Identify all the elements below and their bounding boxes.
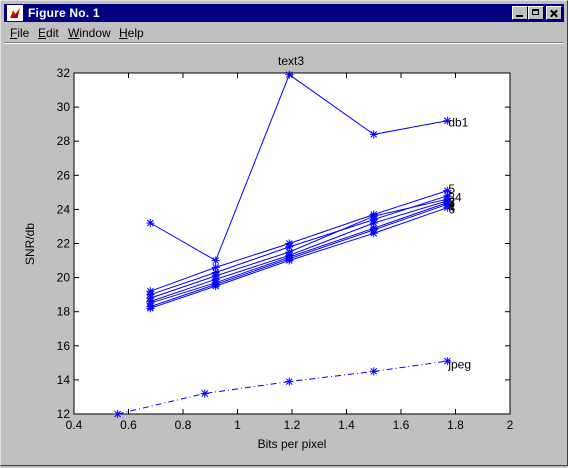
menu-window[interactable]: Window [68,25,111,41]
series-label-jpeg: jpeg [447,358,471,372]
marker-stroke [443,117,451,125]
data-point-db1 [285,70,294,79]
menu-help-mnemonic: H [119,26,128,40]
marker-stroke [285,257,293,264]
series-label-4: 4 [448,201,455,215]
series-label-db1: db1 [448,115,468,129]
marker-stroke [443,357,451,365]
y-tick-label: 24 [57,202,71,216]
marker-stroke [370,131,378,138]
menu-window-mnemonic: W [68,26,80,40]
marker-stroke [370,212,378,220]
series-label-3: 3 [448,196,455,210]
data-point-db1 [211,256,220,265]
marker-stroke [146,304,154,312]
data-point-1 [443,203,452,212]
series-label-34: 34 [448,190,462,204]
data-point-jpeg [369,367,378,376]
x-tick-label: 1.2 [284,418,301,432]
marker-stroke [285,243,293,251]
maximize-button[interactable] [528,6,544,20]
x-axis: 0.4 0.6 0.8 1 1.2 1.4 1.6 1.8 2 [66,73,514,432]
x-tick-label: 0.8 [175,418,192,432]
x-tick-label: 0.6 [120,418,137,432]
x-tick-label: 2 [507,418,514,432]
menu-window-label: indow [79,26,111,40]
marker-stroke [285,378,293,385]
data-point-1 [146,304,155,313]
marker-stroke [443,187,451,194]
marker-stroke [370,219,378,227]
menu-file-mnemonic: F [10,26,18,40]
data-point-1 [369,229,378,238]
data-point-db1 [443,116,452,125]
data-point-jpeg [113,410,122,418]
window-title: Figure No. 1 [28,6,100,20]
menu-file[interactable]: File [10,25,29,41]
marker-stroke [443,204,451,212]
marker-stroke [370,368,378,375]
matlab-logo-icon[interactable] [7,5,23,21]
marker-stroke [146,219,154,227]
series-label-6: 6 [448,202,455,216]
y-tick-label: 26 [57,168,71,182]
y-tick-label: 28 [57,134,71,148]
y-tick-label: 22 [57,237,71,251]
menu-separator [4,42,564,44]
x-tick-label: 1.6 [393,418,410,432]
data-point-db1 [146,219,155,228]
figure-area: text3 0.4 0.6 0.8 1 1.2 1.4 1.6 1.8 2 12 14 16 18 20… [4,45,564,463]
y-tick-label: 16 [57,339,71,353]
data-point-1 [211,282,220,291]
x-tick-label: 1 [234,418,241,432]
x-axis-label: Bits per pixel [258,437,327,451]
data-point-1 [285,256,294,265]
y-tick-label: 32 [57,66,71,80]
menu-edit-label: dit [46,26,59,40]
y-tick-label: 20 [57,271,71,285]
chart-title: text3 [278,54,304,68]
data-point-jpeg [285,377,294,386]
marker-stroke [201,390,209,397]
x-tick-label: 0.4 [66,418,83,432]
series-label-2: 2 [448,196,455,210]
y-tick-label: 12 [57,407,71,421]
data-point-jpeg [443,357,452,366]
title-bar[interactable]: Figure No. 1 [4,4,564,22]
menu-bar: File Edit Window Help [4,23,564,42]
marker-stroke [285,71,293,79]
minimize-button[interactable] [512,6,528,20]
menu-edit-mnemonic: E [38,26,47,40]
marker-stroke [212,282,220,290]
marker-stroke [212,257,220,264]
menu-help[interactable]: Help [119,25,144,41]
data-point-3 [369,212,378,221]
menu-help-label: elp [127,26,144,40]
data-point-jpeg [200,389,209,398]
series-layer [113,70,452,418]
y-tick-label: 14 [57,373,71,387]
marker-stroke [114,410,121,418]
marker-stroke [370,229,378,237]
x-tick-label: 1.8 [447,418,464,432]
marker-stroke [212,264,220,271]
menu-file-label: ile [17,26,30,40]
y-axis-label: SNR/db [23,223,37,265]
plot-canvas[interactable]: text3 0.4 0.6 0.8 1 1.2 1.4 1.6 1.8 2 1214161820… [4,45,564,463]
close-button[interactable] [546,6,562,20]
data-point-db1 [369,130,378,139]
series-label-5: 5 [448,182,455,196]
y-tick-label: 18 [57,305,71,319]
x-tick-label: 1.4 [338,418,355,432]
menu-edit[interactable]: Edit [38,25,59,41]
series-label-1: 1 [448,199,455,213]
y-tick-label: 30 [57,100,71,114]
